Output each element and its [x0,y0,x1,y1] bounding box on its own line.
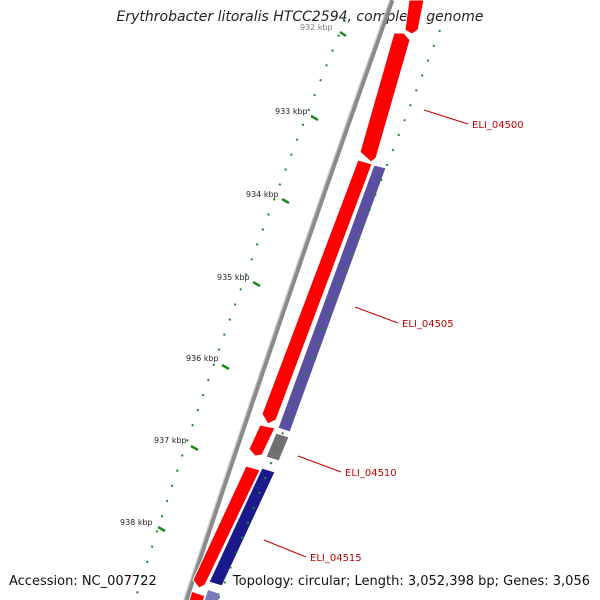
kbp-tick-label: 938 kbp [120,518,153,527]
kbp-tick [157,525,166,533]
kbp-tick-label: 934 kbp [246,190,279,199]
topology-label: Topology: circular; Length: 3,052,398 bp… [232,574,590,589]
gene-leader-lines [263,109,469,558]
kbp-tick-label: 937 kbp [154,436,187,445]
kbp-tick [310,114,319,122]
gene-eli-04515-arrow[interactable] [208,467,276,587]
accession-label: Accession: NC_007722 [9,574,157,589]
leader-line [354,306,399,324]
gene-label-eli-04510[interactable]: ELI_04510 [345,468,397,479]
reverse-strand-track [205,164,387,600]
kbp-tick-label: 933 kbp [275,107,308,116]
leader-line [297,455,342,473]
kbp-tick-label: 936 kbp [186,354,219,363]
genome-backbone [183,0,395,600]
kbp-tick-marks [157,30,347,533]
kbp-tick [252,280,261,288]
genome-backbone-highlight [183,0,391,600]
gene-arrow-forward [190,592,204,600]
kbp-tick [221,363,230,371]
outer-gc-track [134,19,346,600]
gene-arrow-forward [404,0,425,35]
genome-title: Erythrobacter litoralis HTCC2594, comple… [116,9,484,25]
gene-arrow-reverse [205,590,220,600]
kbp-tick [281,197,290,205]
leader-line [423,109,469,125]
gene-eli-04510-arrow[interactable] [265,432,290,462]
kbp-tick-label: 932 kbp [300,23,333,32]
gene-label-eli-04515[interactable]: ELI_04515 [310,553,362,564]
gene-eli-04505-arrow[interactable] [277,164,387,433]
gene-label-eli-04500[interactable]: ELI_04500 [472,120,524,131]
gene-arrow-forward [248,424,276,457]
gene-arrow-forward [192,465,261,589]
gene-label-eli-04505[interactable]: ELI_04505 [402,319,454,330]
kbp-tick-label: 935 kbp [217,273,250,282]
kbp-tick [339,30,347,38]
gene-arrow-forward [261,159,373,425]
kbp-tick [190,444,199,452]
leader-line [263,539,307,558]
forward-strand-track [190,0,425,600]
gene-eli-04500-arrow[interactable] [359,32,411,163]
